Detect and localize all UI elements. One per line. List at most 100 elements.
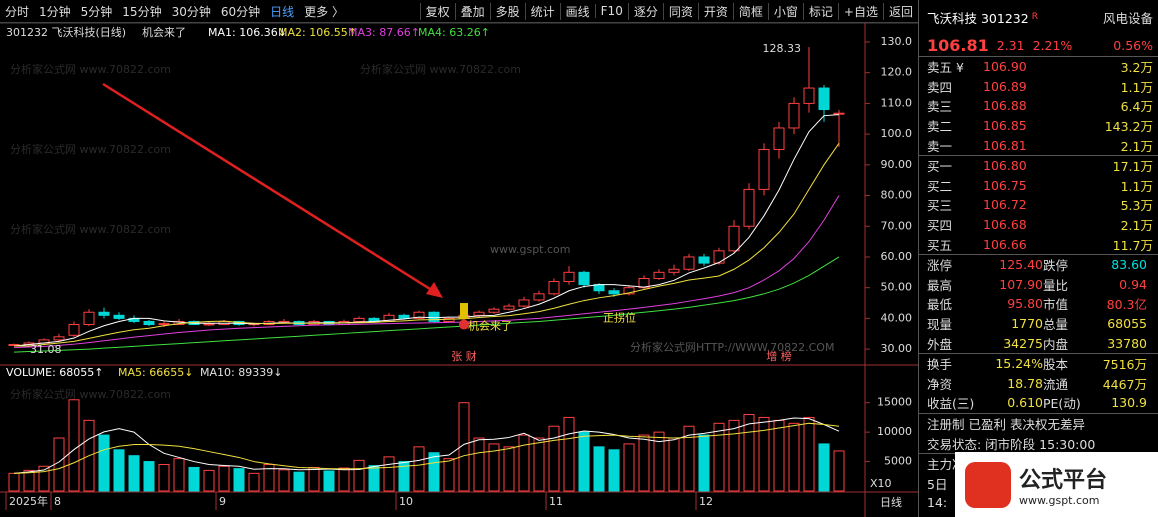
- volume-bar: [758, 416, 770, 492]
- stat: 34275: [1003, 335, 1043, 351]
- volume-bar: [623, 443, 635, 492]
- volume-bar: [263, 464, 275, 492]
- button[interactable]: 返回: [882, 2, 918, 20]
- y-tick-label: 130.0: [881, 35, 913, 48]
- candle-body: [833, 112, 845, 115]
- sector: 风电设备: [1102, 10, 1153, 26]
- volume-bar: [308, 466, 320, 492]
- note: 注册制 已盈利 表决权无差异: [927, 416, 1085, 432]
- candle-body: [773, 127, 785, 150]
- stat: 130.9: [1111, 395, 1147, 411]
- button[interactable]: 开资: [697, 2, 733, 20]
- watermark: www.gspt.com: [490, 243, 570, 256]
- ob-label: 卖二: [927, 119, 953, 135]
- volume-bar: [668, 437, 680, 492]
- tab[interactable]: 更多 〉: [304, 4, 344, 19]
- watermark: 分析家公式网 www.70822.com: [360, 62, 521, 76]
- tab[interactable]: 30分钟: [171, 4, 211, 19]
- candle-body: [758, 148, 770, 190]
- ob-volume: 17.1万: [1112, 159, 1153, 175]
- button[interactable]: 同资: [662, 2, 698, 20]
- ob-label: 买二: [927, 178, 953, 194]
- ma-label: MA1: 106.36↓: [208, 26, 287, 39]
- stat: 收益(三): [927, 396, 975, 412]
- button[interactable]: 标记: [802, 2, 838, 20]
- stat: 107.90: [999, 276, 1043, 292]
- x-tick-label: 10: [399, 495, 413, 508]
- ma-line: [14, 143, 840, 347]
- ob-label: 买五: [927, 237, 953, 253]
- quote-row: 买二 106.75 1.1万: [919, 176, 1158, 196]
- quote-row: 交易状态: 闭市阶段 15:30:00: [919, 433, 1158, 453]
- button[interactable]: 多股: [489, 2, 525, 20]
- y-tick-label: 5000: [884, 455, 912, 468]
- y-tick-label: 90.00: [881, 158, 913, 171]
- ob-label: 卖三: [927, 99, 953, 115]
- quote-row: 收益(三) 0.610 PE(动) 130.9: [919, 393, 1158, 413]
- button[interactable]: +自选: [837, 2, 883, 20]
- stat: 量比: [1043, 277, 1069, 293]
- stat: 7516万: [1102, 357, 1147, 373]
- stat: 净资: [927, 376, 953, 392]
- tab[interactable]: 15分钟: [122, 4, 162, 19]
- ob-volume: 6.4万: [1120, 99, 1153, 115]
- tab[interactable]: 5分钟: [80, 4, 113, 19]
- ob-price: 106.75: [983, 177, 1027, 193]
- candle-body: [143, 320, 155, 326]
- candle-body: [698, 256, 710, 264]
- ob-label: 买四: [927, 218, 953, 234]
- tab[interactable]: 分时: [5, 4, 30, 19]
- ma-line: [13, 114, 840, 347]
- button[interactable]: 逐分: [627, 2, 663, 20]
- ma-line: [13, 195, 840, 349]
- candle-body: [428, 311, 440, 322]
- watermark: 分析家公式网 www.70822.com: [10, 62, 171, 76]
- button[interactable]: 简框: [732, 2, 768, 20]
- stat: 0.94: [1119, 276, 1147, 292]
- x-tick-label: 11: [549, 495, 563, 508]
- stat: 跌停: [1043, 258, 1069, 274]
- quote-row: 注册制 已盈利 表决权无差异: [919, 412, 1158, 434]
- volume-bar: [218, 465, 230, 492]
- volume-bar: [533, 437, 545, 492]
- sector-pct: 0.56%: [1113, 37, 1153, 53]
- button[interactable]: F10: [594, 4, 628, 18]
- volume-bar: [578, 431, 590, 492]
- tag: 增 榜: [766, 349, 792, 363]
- button[interactable]: 小窗: [767, 2, 803, 20]
- tab[interactable]: 60分钟: [220, 4, 261, 19]
- quote-row: 最高 107.90 量比 0.94: [919, 275, 1158, 295]
- quote-row: 106.81 2.31 2.21% 0.56%: [919, 34, 1158, 56]
- button[interactable]: 复权: [419, 2, 455, 20]
- volume-bar: [518, 434, 530, 492]
- stat: 内盘: [1043, 336, 1069, 352]
- quote-row: 换手 15.24% 股本 7516万: [919, 352, 1158, 374]
- quote-row: 飞沃科技 301232 R 风电设备: [919, 0, 1158, 34]
- quote-row: 涨停 125.40 跌停 83.60: [919, 253, 1158, 275]
- tab[interactable]: 日线: [270, 4, 295, 19]
- volume-bar: [143, 461, 155, 492]
- x-tick-label: 12: [699, 495, 713, 508]
- volume-bar: [803, 416, 815, 492]
- volume-bar: [23, 469, 35, 492]
- volume-bar: [488, 443, 500, 492]
- ob-price: 106.89: [983, 78, 1027, 94]
- ob-price: 106.88: [983, 98, 1027, 114]
- quote-panel: 飞沃科技 301232 R 风电设备 106.81 2.31 2.21% 0.56% 卖五 ¥…: [918, 0, 1158, 517]
- button[interactable]: 叠加: [454, 2, 490, 20]
- candle-body: [788, 102, 800, 129]
- x-tick-label: 2025年: [9, 494, 48, 508]
- volume-bar: [428, 452, 440, 492]
- stat: 80.3亿: [1106, 297, 1147, 313]
- stat: 最低: [927, 297, 953, 313]
- tab[interactable]: 1分钟: [39, 4, 71, 19]
- candle-body: [398, 314, 410, 319]
- volume-bar: [338, 467, 350, 492]
- volume-bar: [173, 458, 185, 492]
- candle-body: [548, 281, 560, 295]
- button[interactable]: 统计: [524, 2, 560, 20]
- volume-bar: [698, 434, 710, 492]
- ma-line: [13, 422, 840, 474]
- button[interactable]: 画线: [559, 2, 595, 20]
- ob-label: 买三: [927, 198, 953, 214]
